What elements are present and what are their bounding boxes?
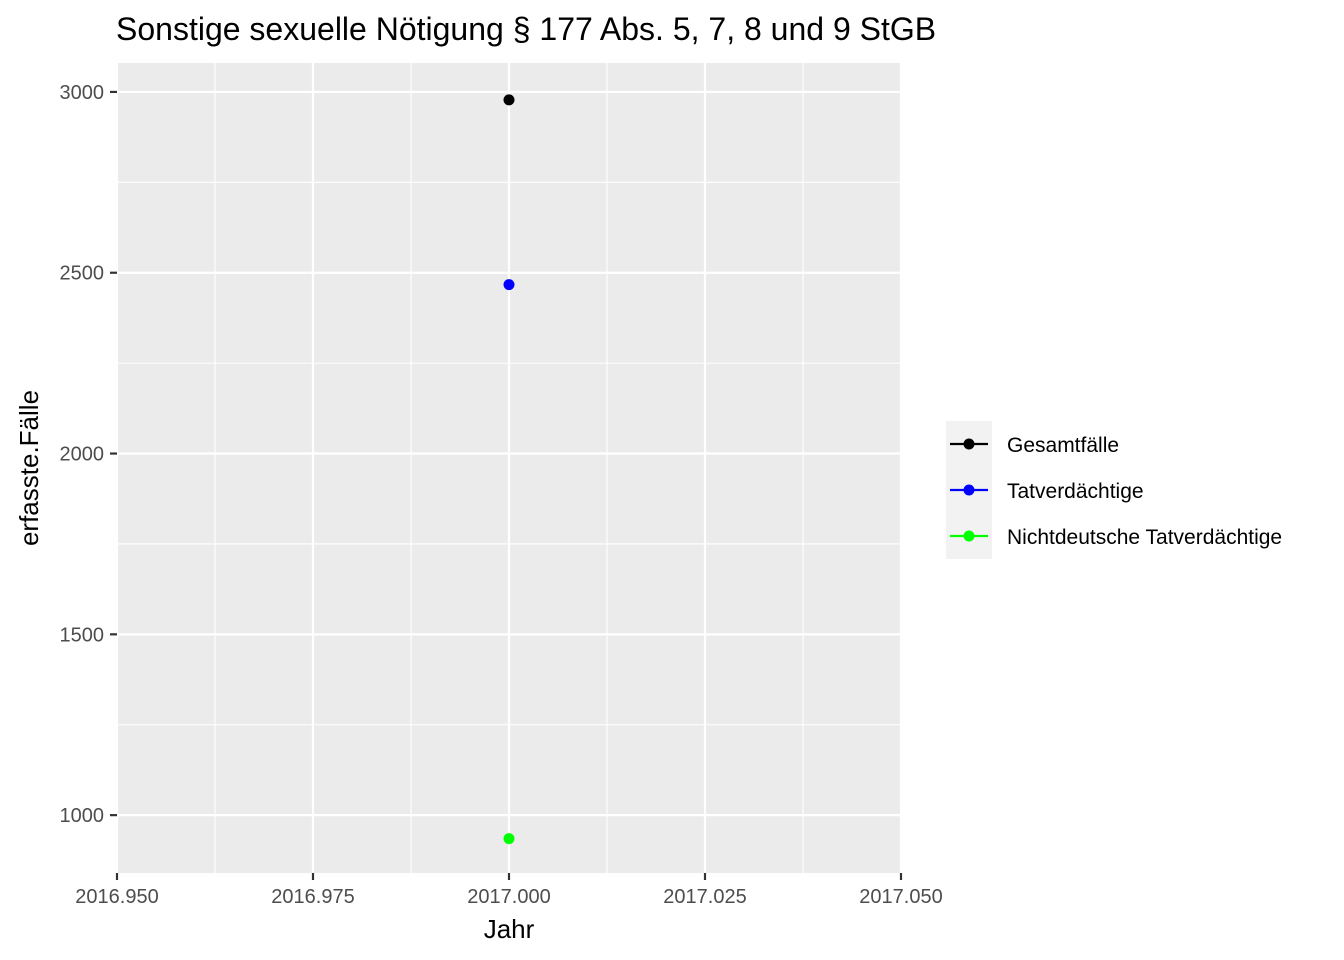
y-tick-label: 3000 bbox=[60, 82, 105, 104]
x-tick-label: 2017.000 bbox=[467, 886, 550, 908]
legend: Gesamtfälle Tatverdächtige Nichtdeutsche T… bbox=[946, 421, 1282, 559]
y-tick-label: 2000 bbox=[60, 444, 105, 466]
y-tick-label: 1500 bbox=[60, 624, 105, 646]
grid-major bbox=[115, 63, 903, 873]
x-tick-label: 2016.975 bbox=[271, 886, 354, 908]
y-axis: 1000 1500 2000 2500 3000 bbox=[60, 82, 117, 827]
legend-label: Gesamtfälle bbox=[1007, 434, 1119, 457]
y-tick-label: 1000 bbox=[60, 805, 105, 827]
legend-key-point bbox=[963, 530, 975, 542]
chart-title: Sonstige sexuelle Nötigung § 177 Abs. 5,… bbox=[116, 11, 936, 47]
x-axis-title: Jahr bbox=[484, 914, 535, 944]
legend-key-point bbox=[963, 438, 975, 450]
x-tick-label: 2016.950 bbox=[75, 886, 158, 908]
data-points bbox=[503, 94, 515, 845]
y-axis-title: erfasste.Fälle bbox=[14, 390, 44, 546]
legend-label: Tatverdächtige bbox=[1007, 480, 1144, 503]
legend-key-point bbox=[963, 484, 975, 496]
x-axis: 2016.950 2016.975 2017.000 2017.025 2017.050 bbox=[75, 873, 943, 908]
y-tick-label: 2500 bbox=[60, 263, 105, 285]
data-point bbox=[503, 94, 515, 106]
data-point bbox=[503, 833, 515, 845]
legend-label: Nichtdeutsche Tatverdächtige bbox=[1007, 526, 1282, 549]
x-tick-label: 2017.050 bbox=[859, 886, 942, 908]
data-point bbox=[503, 279, 515, 291]
x-tick-label: 2017.025 bbox=[663, 886, 746, 908]
